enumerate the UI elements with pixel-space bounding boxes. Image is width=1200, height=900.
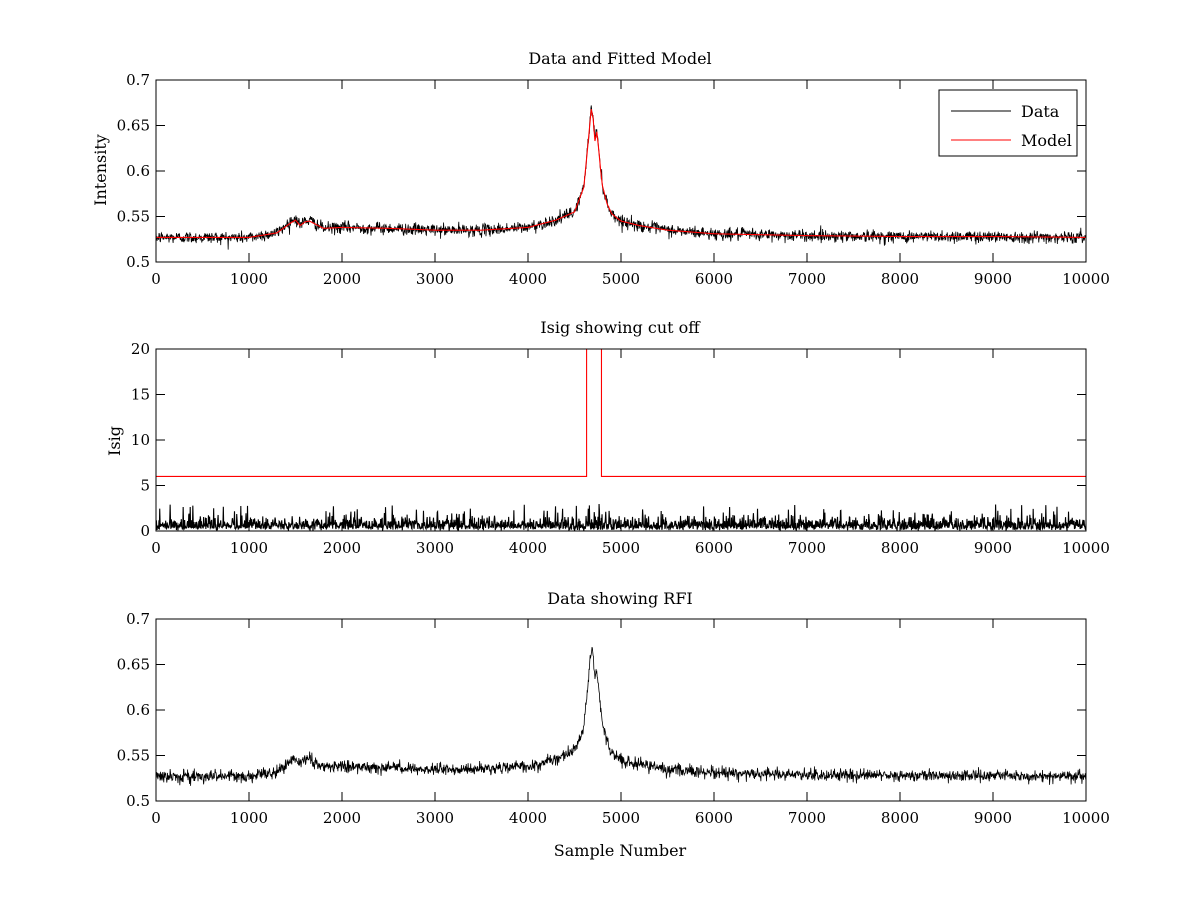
x-tick-label: 2000 <box>323 270 361 288</box>
y-tick-label: 0.55 <box>117 747 150 765</box>
x-tick-label: 1000 <box>230 539 268 557</box>
x-tick-label: 10000 <box>1062 809 1110 827</box>
series-line-model <box>156 109 1086 238</box>
x-tick-label: 0 <box>151 809 161 827</box>
x-tick-label: 2000 <box>323 809 361 827</box>
y-tick-label: 0.65 <box>117 656 150 674</box>
y-tick-label: 20 <box>131 340 150 358</box>
x-tick-label: 5000 <box>602 270 640 288</box>
series-line-data <box>156 105 1086 250</box>
x-tick-label: 10000 <box>1062 270 1110 288</box>
y-tick-label: 0.6 <box>126 162 150 180</box>
y-tick-label: 0.55 <box>117 208 150 226</box>
panel-2-title: Isig showing cut off <box>540 318 701 337</box>
x-tick-label: 3000 <box>416 539 454 557</box>
y-tick-label: 5 <box>140 477 150 495</box>
series-line-series-0 <box>156 504 1086 531</box>
x-tick-label: 5000 <box>602 539 640 557</box>
panel-3-title: Data showing RFI <box>547 589 692 608</box>
y-tick-label: 0.65 <box>117 117 150 135</box>
x-tick-label: 8000 <box>881 539 919 557</box>
legend-data-label: Data <box>1021 102 1060 121</box>
y-tick-label: 10 <box>131 431 150 449</box>
x-tick-label: 0 <box>151 270 161 288</box>
y-tick-label: 0.7 <box>126 71 150 89</box>
y-tick-label: 15 <box>131 386 150 404</box>
x-tick-label: 8000 <box>881 809 919 827</box>
panel-2-plot-area: 0 1000 2000 3000 4000 5000 6000 7000 8000 9000 100… <box>131 340 1110 557</box>
y-tick-label: 0.5 <box>126 792 150 810</box>
series-line-series-1 <box>156 349 1086 477</box>
y-tick-label: 0.7 <box>126 610 150 628</box>
legend-model-label: Model <box>1021 131 1072 150</box>
x-tick-label: 4000 <box>509 809 547 827</box>
x-tick-label: 4000 <box>509 270 547 288</box>
x-tick-label: 3000 <box>416 270 454 288</box>
x-tick-label: 9000 <box>974 809 1012 827</box>
x-tick-label: 10000 <box>1062 539 1110 557</box>
x-tick-label: 7000 <box>788 539 826 557</box>
legend-box <box>938 89 1078 157</box>
panel-1-ylabel: Intensity <box>91 134 110 206</box>
x-tick-label: 4000 <box>509 539 547 557</box>
legend: Data Model <box>938 89 1078 157</box>
series-line-series-0 <box>156 646 1086 786</box>
x-tick-label: 0 <box>151 539 161 557</box>
x-tick-label: 6000 <box>695 539 733 557</box>
x-tick-label: 7000 <box>788 270 826 288</box>
x-tick-label: 9000 <box>974 270 1012 288</box>
y-tick-label: 0.5 <box>126 253 150 271</box>
x-tick-label: 6000 <box>695 270 733 288</box>
x-tick-label: 3000 <box>416 809 454 827</box>
panel-1-plot-area: 0 1000 2000 3000 4000 5000 6000 7000 8000 9000 100… <box>117 71 1110 288</box>
x-tick-label: 5000 <box>602 809 640 827</box>
x-tick-label: 1000 <box>230 270 268 288</box>
x-tick-label: 6000 <box>695 809 733 827</box>
x-tick-label: 1000 <box>230 809 268 827</box>
panel-1-title: Data and Fitted Model <box>528 49 711 68</box>
x-tick-label: 7000 <box>788 809 826 827</box>
panel-3-xlabel: Sample Number <box>554 841 687 860</box>
panel-2-ylabel: Isig <box>105 426 124 456</box>
panel-3-plot-area: 0 1000 2000 3000 4000 5000 6000 7000 8000 9000 100… <box>117 610 1110 827</box>
panel-data-and-model: Data and Fitted Model Intensity 0 1000 200… <box>91 49 1110 288</box>
y-tick-label: 0.6 <box>126 701 150 719</box>
panel-data-rfi: Data showing RFI 0 1000 2000 3000 4000 5000 60… <box>117 589 1110 860</box>
x-tick-label: 2000 <box>323 539 361 557</box>
y-tick-label: 0 <box>140 522 150 540</box>
x-tick-label: 8000 <box>881 270 919 288</box>
x-tick-label: 9000 <box>974 539 1012 557</box>
panel-isig-cutoff: Isig showing cut off Isig 0 1000 2000 3000 4… <box>105 318 1110 557</box>
